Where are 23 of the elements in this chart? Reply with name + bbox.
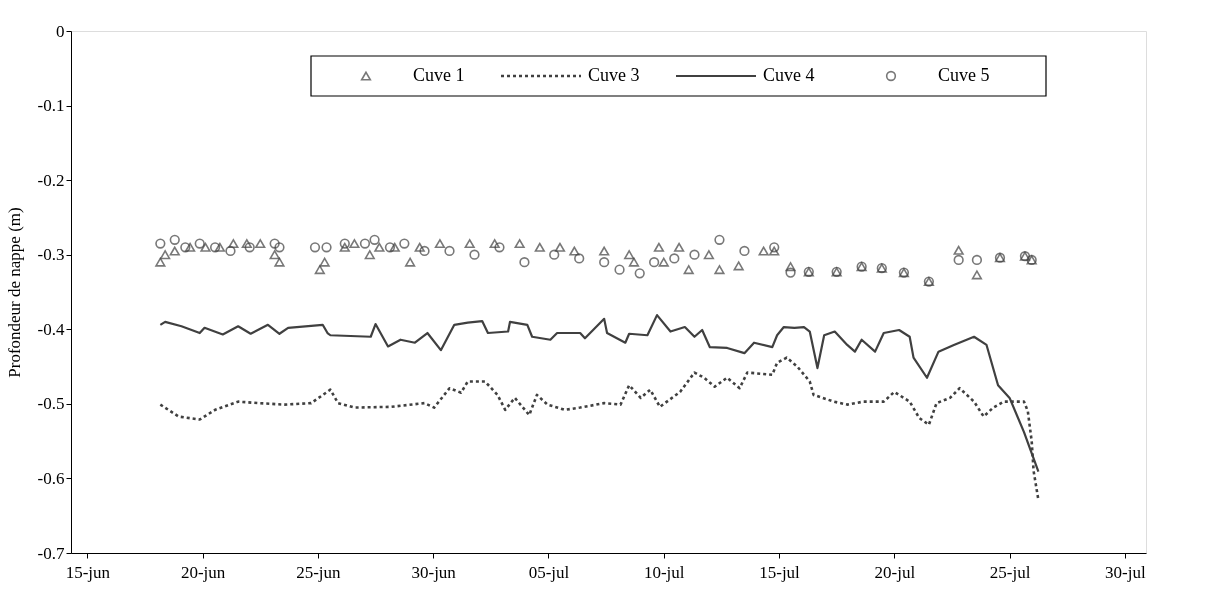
y-axis-title: Profondeur de nappe (m) [4, 207, 24, 378]
legend-label: Cuve 4 [763, 65, 815, 85]
x-tick-label: 30-jun [411, 562, 457, 582]
x-tick-label: 15-jun [65, 562, 111, 582]
x-tick-label: 15-jul [759, 562, 801, 582]
x-tick-label: 05-jul [528, 562, 570, 582]
y-tick-label: -0.5 [37, 394, 65, 414]
y-tick-label: -0.6 [37, 468, 65, 488]
y-tick-label: -0.2 [37, 170, 65, 190]
y-tick-label: -0.3 [37, 245, 65, 265]
y-tick-label: -0.1 [37, 96, 65, 116]
x-tick-label: 25-jun [296, 562, 342, 582]
legend-label: Cuve 1 [413, 65, 465, 85]
x-tick-label: 20-jul [874, 562, 916, 582]
y-tick-label: -0.7 [37, 543, 65, 563]
y-tick-label: 0 [56, 21, 65, 41]
legend-label: Cuve 3 [588, 65, 640, 85]
x-tick-label: 10-jul [643, 562, 685, 582]
x-tick-label: 30-jul [1105, 562, 1146, 582]
x-tick-label: 20-jun [180, 562, 226, 582]
x-tick-label: 25-jul [989, 562, 1031, 582]
legend-label: Cuve 5 [938, 65, 990, 85]
y-tick-label: -0.4 [37, 319, 65, 339]
